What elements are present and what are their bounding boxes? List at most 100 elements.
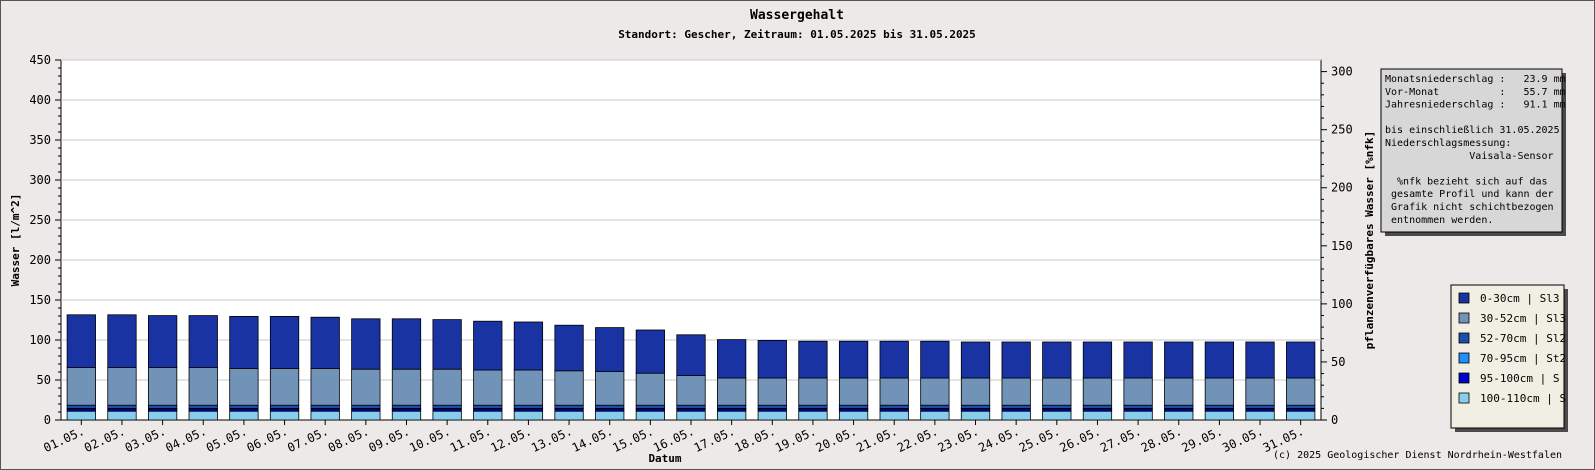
bar-segment bbox=[798, 377, 828, 406]
bar-segment bbox=[1245, 341, 1275, 379]
legend-label: 95-100cm | S bbox=[1480, 372, 1559, 385]
y-tick-label: 150 bbox=[29, 293, 51, 307]
bar-stack bbox=[1042, 341, 1072, 421]
bar-stack bbox=[147, 315, 178, 421]
x-tick-label: 29.05. bbox=[1179, 424, 1224, 455]
bar-segment bbox=[1042, 377, 1072, 406]
bar-segment bbox=[595, 404, 625, 409]
y-tick-label: 0 bbox=[44, 413, 51, 427]
y-tick-label: 50 bbox=[37, 373, 51, 387]
bar-segment bbox=[66, 410, 96, 421]
info-line: Niederschlagsmessung: bbox=[1385, 138, 1511, 149]
bar-segment bbox=[757, 404, 787, 409]
x-tick-label: 17.05. bbox=[692, 424, 737, 455]
info-line: Vaisala-Sensor bbox=[1385, 151, 1554, 162]
bar-segment bbox=[595, 410, 625, 421]
bar-stack bbox=[269, 315, 300, 421]
bar-segment bbox=[188, 404, 218, 409]
info-line: Vor-Monat : 55.7 mm bbox=[1385, 87, 1566, 98]
legend-swatch bbox=[1458, 332, 1470, 344]
y-axis-label-right: pflanzenverfügbares Wasser [%nfk] bbox=[1363, 131, 1376, 350]
bar-segment bbox=[513, 404, 544, 409]
x-tick-label: 27.05. bbox=[1098, 424, 1143, 455]
x-axis-label: Datum bbox=[648, 452, 681, 465]
legend-swatch bbox=[1458, 312, 1470, 324]
bar-stack bbox=[1001, 341, 1031, 421]
legend-label: 70-95cm | St2 bbox=[1480, 352, 1566, 365]
bar-segment bbox=[635, 372, 665, 406]
y-tick-label: 350 bbox=[29, 133, 51, 147]
bar-stack bbox=[1245, 341, 1275, 421]
bar-segment bbox=[838, 377, 869, 406]
bar-segment bbox=[1082, 410, 1113, 421]
bar-segment bbox=[717, 410, 747, 421]
bar-segment bbox=[1164, 410, 1194, 421]
bar-segment bbox=[1164, 377, 1194, 406]
legend-swatch bbox=[1458, 392, 1470, 404]
y-axis-left: 0 50 100 150 200 250 300 350 400 450 bbox=[29, 53, 61, 427]
bar-segment bbox=[879, 410, 909, 421]
bar-segment bbox=[595, 327, 625, 373]
bar-segment bbox=[1042, 404, 1072, 409]
bar-segment bbox=[798, 404, 828, 409]
bar-segment bbox=[879, 377, 909, 406]
bar-segment bbox=[432, 319, 462, 370]
bar-segment bbox=[188, 410, 218, 421]
x-tick-label: 18.05. bbox=[732, 424, 777, 455]
bar-segment bbox=[1001, 404, 1031, 409]
bar-segment bbox=[1123, 377, 1153, 406]
bar-segment bbox=[676, 334, 706, 376]
x-tick-label: 28.05. bbox=[1139, 424, 1184, 455]
bar-segment bbox=[838, 410, 869, 421]
bar-segment bbox=[1082, 341, 1113, 379]
x-tick-label: 09.05. bbox=[367, 424, 412, 455]
legend-swatch bbox=[1458, 352, 1470, 364]
bar-segment bbox=[188, 315, 218, 369]
bar-segment bbox=[1204, 410, 1235, 421]
bar-stack bbox=[920, 340, 950, 421]
bar-segment bbox=[1001, 377, 1031, 406]
x-tick-label: 02.05. bbox=[82, 424, 127, 455]
bar-segment bbox=[879, 404, 909, 409]
bar-stack bbox=[391, 318, 422, 421]
bar-stack bbox=[960, 341, 991, 421]
bar-segment bbox=[1042, 341, 1072, 379]
bar-stack bbox=[1123, 341, 1153, 421]
x-tick-label: 19.05. bbox=[773, 424, 818, 455]
bar-segment bbox=[1123, 410, 1153, 421]
bar-segment bbox=[351, 318, 381, 370]
bar-segment bbox=[473, 410, 503, 421]
bar-segment bbox=[310, 367, 340, 406]
bar-segment bbox=[432, 368, 462, 406]
info-line: %nfk bezieht sich auf das bbox=[1385, 176, 1548, 187]
bar-segment bbox=[310, 410, 340, 421]
bar-segment bbox=[960, 377, 991, 406]
bar-segment bbox=[920, 377, 950, 406]
legend-label: 0-30cm | Sl3 bbox=[1480, 292, 1559, 305]
bar-segment bbox=[960, 410, 991, 421]
bar-segment bbox=[676, 410, 706, 421]
y-tick-label: 400 bbox=[29, 93, 51, 107]
bar-segment bbox=[1286, 410, 1316, 421]
y2-tick-label: 300 bbox=[1331, 65, 1353, 79]
bar-stack bbox=[229, 315, 259, 421]
bar-segment bbox=[391, 318, 422, 370]
x-tick-label: 30.05. bbox=[1220, 424, 1265, 455]
bar-stack bbox=[351, 318, 381, 421]
bar-segment bbox=[595, 371, 625, 406]
bar-segment bbox=[717, 404, 747, 409]
bar-segment bbox=[757, 410, 787, 421]
bar-segment bbox=[1082, 404, 1113, 409]
bar-stack bbox=[107, 314, 137, 421]
bar-segment bbox=[66, 404, 96, 409]
x-tick-label: 13.05. bbox=[529, 424, 574, 455]
bar-stack bbox=[432, 319, 462, 421]
x-tick-label: 04.05. bbox=[163, 424, 208, 455]
info-line: bis einschließlich 31.05.2025 bbox=[1385, 125, 1560, 136]
x-tick-label: 01.05. bbox=[41, 424, 86, 455]
bar-segment bbox=[1245, 404, 1275, 409]
x-axis: 01.05.02.05.03.05.04.05.05.05.06.05.07.0… bbox=[41, 420, 1306, 455]
bar-segment bbox=[554, 324, 584, 372]
bar-segment bbox=[229, 404, 259, 409]
bar-segment bbox=[229, 367, 259, 406]
